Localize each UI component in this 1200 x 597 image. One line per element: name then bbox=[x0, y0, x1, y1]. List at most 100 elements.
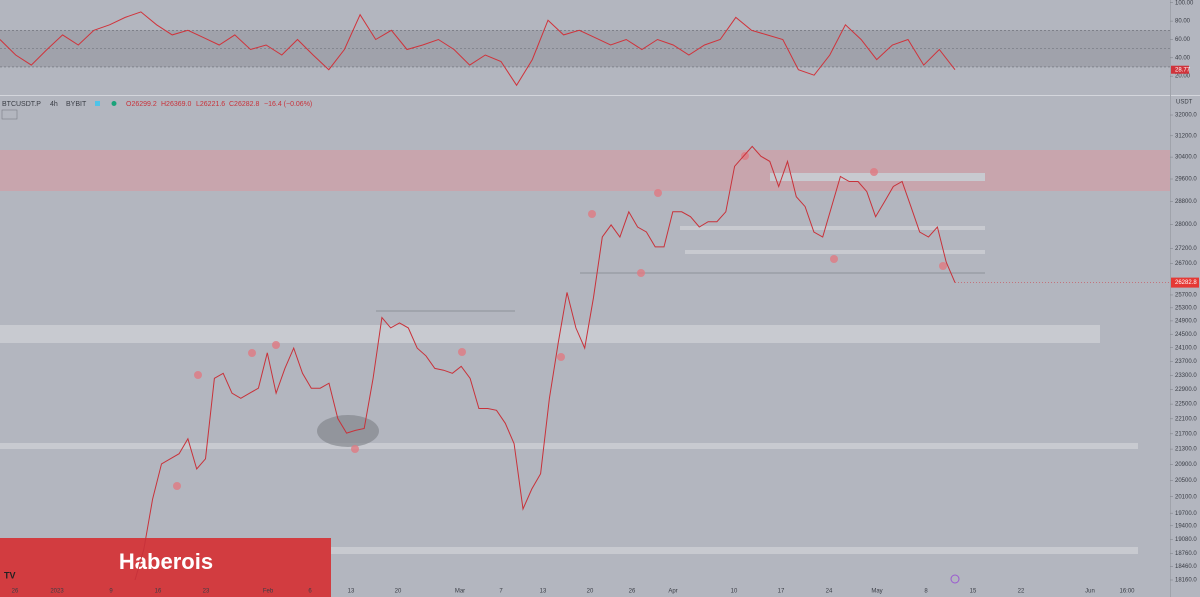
series-line bbox=[134, 145, 956, 581]
x-tick-label: 15 bbox=[970, 589, 977, 595]
x-tick-label: 13 bbox=[348, 589, 355, 595]
last-value-box bbox=[1171, 65, 1189, 74]
marker bbox=[557, 353, 565, 361]
y-tick-label: 31200.0 bbox=[1175, 133, 1197, 139]
y-tick-label: 26700.0 bbox=[1175, 261, 1197, 267]
x-tick-label: 16 bbox=[155, 589, 162, 595]
y-tick-label: 29600.0 bbox=[1175, 177, 1197, 183]
banner-text: Haberois bbox=[119, 549, 213, 574]
x-tick-label: 8 bbox=[924, 589, 928, 595]
x-tick-label: May bbox=[871, 589, 882, 595]
y-tick-label: 18160.0 bbox=[1175, 578, 1197, 584]
y-tick-label: 28800.0 bbox=[1175, 199, 1197, 205]
marker bbox=[173, 482, 181, 490]
marker bbox=[248, 349, 256, 357]
marker bbox=[588, 210, 596, 218]
y-tick-label: 23300.0 bbox=[1175, 373, 1197, 379]
zone bbox=[0, 547, 1138, 554]
interval: 4h bbox=[50, 101, 58, 108]
y-tick-label: 24900.0 bbox=[1175, 318, 1197, 324]
x-tick-label: Feb bbox=[263, 589, 274, 595]
collapse-button[interactable] bbox=[1, 109, 18, 120]
zone bbox=[770, 173, 985, 181]
last-price-label: 26282.8 bbox=[1175, 280, 1197, 286]
y-tick-label: 18760.0 bbox=[1175, 551, 1197, 557]
x-tick-label: 9 bbox=[109, 589, 113, 595]
y-tick-label: 19700.0 bbox=[1175, 511, 1197, 517]
y-tick-label: 18460.0 bbox=[1175, 564, 1197, 570]
marker bbox=[939, 262, 947, 270]
y-tick-label: 60.00 bbox=[1175, 37, 1191, 43]
exchange: BYBIT bbox=[66, 101, 87, 108]
x-tick-label: 16:00 bbox=[1119, 589, 1135, 595]
marker bbox=[272, 341, 280, 349]
high: H26369.0 bbox=[161, 101, 191, 108]
y-tick-label: 28000.0 bbox=[1175, 222, 1197, 228]
x-tick-label: 7 bbox=[499, 589, 503, 595]
y-tick-label: 21300.0 bbox=[1175, 447, 1197, 453]
marker bbox=[458, 348, 466, 356]
open: O26299.2 bbox=[126, 101, 157, 108]
marker bbox=[830, 255, 838, 263]
highlight bbox=[317, 415, 379, 447]
y-tick-label: 22100.0 bbox=[1175, 416, 1197, 422]
markers bbox=[173, 152, 947, 490]
y-tick-label: 23700.0 bbox=[1175, 359, 1197, 365]
y-tick-label: 19400.0 bbox=[1175, 523, 1197, 529]
x-tick-label: 23 bbox=[203, 589, 210, 595]
y-tick-label: 21700.0 bbox=[1175, 431, 1197, 437]
y-tick-label: 19080.0 bbox=[1175, 537, 1197, 543]
x-tick-label: 2023 bbox=[50, 589, 64, 595]
zone bbox=[685, 250, 985, 254]
x-tick-label: Mar bbox=[455, 589, 465, 595]
last-price-box bbox=[1171, 277, 1199, 288]
currency[interactable]: USDT bbox=[1176, 100, 1193, 106]
symbol: BTCUSDT.P bbox=[2, 101, 41, 108]
x-tick-label: 20 bbox=[587, 589, 594, 595]
y-tick-label: 25700.0 bbox=[1175, 293, 1197, 299]
resistance-zone bbox=[0, 150, 1170, 191]
zone bbox=[0, 443, 1138, 449]
marker bbox=[351, 445, 359, 453]
x-tick-label: 17 bbox=[778, 589, 785, 595]
marker bbox=[194, 371, 202, 379]
y-tick-label: 25300.0 bbox=[1175, 305, 1197, 311]
y-tick-label: 20900.0 bbox=[1175, 462, 1197, 468]
x-tick-label: 24 bbox=[826, 589, 833, 595]
x-tick-label: 6 bbox=[308, 589, 312, 595]
x-tick-label: 10 bbox=[731, 589, 738, 595]
marker bbox=[654, 189, 662, 197]
x-tick-label: 13 bbox=[540, 589, 547, 595]
y-tick-label: 80.00 bbox=[1175, 19, 1191, 25]
logo: TV bbox=[4, 570, 16, 580]
icon bbox=[95, 101, 100, 106]
event-icon[interactable] bbox=[950, 574, 960, 584]
y-tick-label: 40.00 bbox=[1175, 55, 1191, 61]
series-line bbox=[0, 11, 956, 87]
zone bbox=[0, 325, 1100, 343]
marker bbox=[637, 269, 645, 277]
y-tick-label: 30400.0 bbox=[1175, 155, 1197, 161]
y-tick-label: 24500.0 bbox=[1175, 332, 1197, 338]
y-tick-label: 20500.0 bbox=[1175, 478, 1197, 484]
y-tick-label: 20100.0 bbox=[1175, 494, 1197, 500]
banner bbox=[0, 538, 331, 597]
y-tick-label: 22900.0 bbox=[1175, 387, 1197, 393]
y-tick-label: 24100.0 bbox=[1175, 345, 1197, 351]
x-tick-label: Jun bbox=[1085, 589, 1095, 595]
last-value-label: 28.77 bbox=[1175, 67, 1191, 73]
zone bbox=[680, 226, 985, 230]
x-tick-label: 20 bbox=[395, 589, 402, 595]
y-tick-label: 27200.0 bbox=[1175, 246, 1197, 252]
x-tick-label: 22 bbox=[1018, 589, 1025, 595]
status-dot bbox=[111, 101, 117, 106]
marker bbox=[741, 152, 749, 160]
y-tick-label: 22500.0 bbox=[1175, 402, 1197, 408]
x-tick-label: 26 bbox=[12, 589, 19, 595]
y-tick-label: 32000.0 bbox=[1175, 113, 1197, 119]
low: L26221.6 bbox=[196, 101, 225, 108]
x-tick-label: 26 bbox=[629, 589, 636, 595]
